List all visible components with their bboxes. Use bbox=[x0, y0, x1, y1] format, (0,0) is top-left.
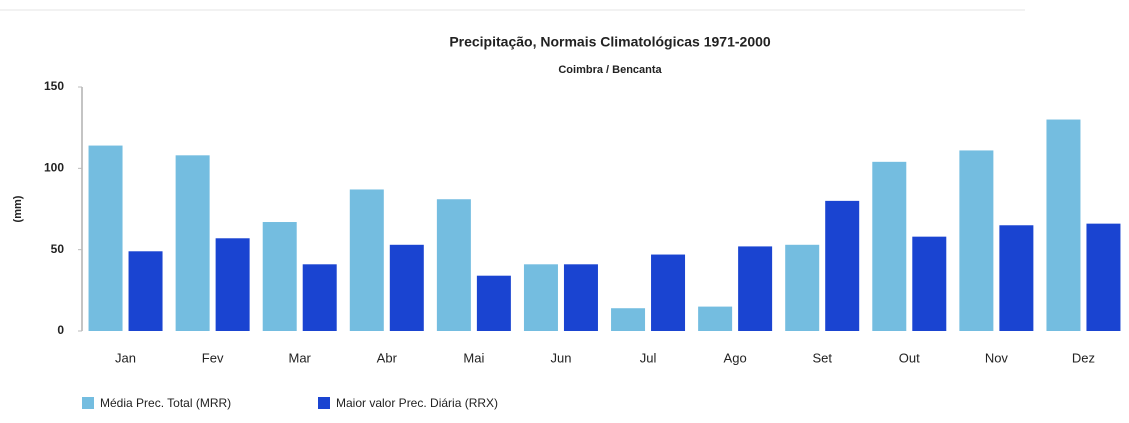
bar bbox=[175, 155, 210, 331]
bar bbox=[476, 275, 511, 331]
bar bbox=[785, 244, 820, 331]
bar bbox=[611, 308, 646, 331]
bar bbox=[1086, 223, 1121, 331]
x-tick-label: Mar bbox=[289, 350, 312, 365]
bar bbox=[825, 200, 860, 331]
y-axis-label: (mm) bbox=[12, 195, 24, 222]
x-tick-label: Mai bbox=[463, 350, 484, 365]
y-tick-label: 0 bbox=[57, 323, 64, 337]
x-tick-label: Out bbox=[899, 350, 920, 365]
legend-swatch bbox=[318, 397, 330, 409]
bar bbox=[128, 251, 163, 331]
bar bbox=[349, 189, 384, 331]
x-tick-label: Nov bbox=[985, 350, 1009, 365]
bar bbox=[88, 145, 123, 331]
x-tick-label: Jan bbox=[115, 350, 136, 365]
bar bbox=[436, 199, 471, 331]
bar bbox=[215, 238, 250, 331]
x-tick-label: Abr bbox=[377, 350, 398, 365]
bar bbox=[651, 254, 686, 331]
x-tick-label: Dez bbox=[1072, 350, 1095, 365]
chart-title: Precipitação, Normais Climatológicas 197… bbox=[449, 34, 771, 50]
bar bbox=[1046, 119, 1081, 332]
legend-label: Maior valor Prec. Diária (RRX) bbox=[336, 396, 498, 410]
bar bbox=[389, 244, 424, 331]
bar bbox=[302, 264, 337, 331]
bar bbox=[563, 264, 598, 331]
x-tick-label: Jul bbox=[640, 350, 657, 365]
bar bbox=[999, 225, 1034, 331]
bar bbox=[959, 150, 994, 331]
bar bbox=[262, 222, 297, 331]
x-tick-label: Jun bbox=[550, 350, 571, 365]
x-tick-label: Set bbox=[812, 350, 832, 365]
legend-label: Média Prec. Total (MRR) bbox=[100, 396, 231, 410]
bar bbox=[523, 264, 558, 331]
bar bbox=[912, 236, 947, 331]
legend-swatch bbox=[82, 397, 94, 409]
x-tick-label: Fev bbox=[202, 350, 224, 365]
bar bbox=[698, 306, 733, 331]
y-tick-label: 50 bbox=[51, 242, 65, 256]
y-tick-label: 150 bbox=[44, 79, 64, 93]
bar bbox=[738, 246, 773, 331]
y-tick-label: 100 bbox=[44, 161, 64, 175]
bar bbox=[872, 161, 907, 331]
chart-subtitle: Coimbra / Bencanta bbox=[558, 64, 662, 76]
x-tick-label: Ago bbox=[724, 350, 747, 365]
